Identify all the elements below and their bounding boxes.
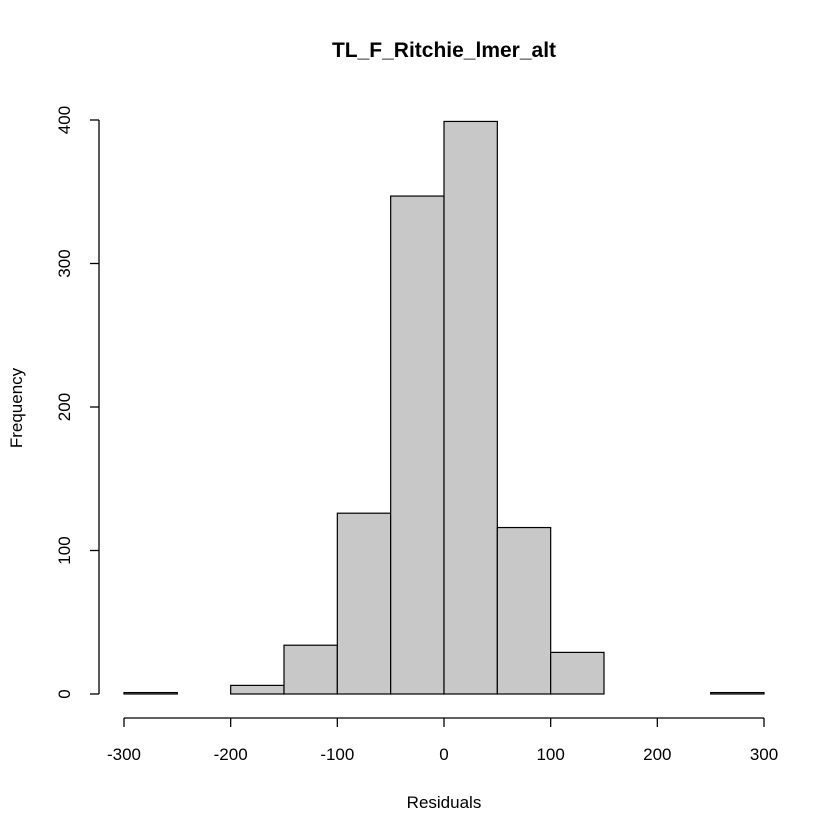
- histogram-bars: [123, 120, 765, 695]
- histogram-bar: [336, 512, 392, 695]
- x-tick-label: -100: [320, 745, 354, 764]
- y-tick-label: 0: [55, 689, 74, 698]
- x-tick-label: 0: [439, 745, 448, 764]
- y-tick-label: 100: [55, 536, 74, 564]
- histogram-bar: [710, 691, 765, 695]
- histogram-bar: [443, 120, 498, 695]
- histogram-bar: [230, 684, 285, 695]
- histogram-bar: [496, 526, 552, 695]
- x-tick-label: 300: [750, 745, 778, 764]
- histogram-bar: [550, 651, 605, 695]
- x-axis: -300 -200 -100 0 100 200 300: [107, 717, 778, 764]
- histogram-bar: [390, 195, 445, 695]
- x-axis-label: Residuals: [407, 793, 482, 812]
- y-axis: 0 100 200 300 400: [55, 106, 100, 699]
- chart-title: TL_F_Ritchie_lmer_alt: [332, 39, 556, 62]
- x-tick-label: 200: [643, 745, 671, 764]
- y-tick-label: 300: [55, 249, 74, 277]
- histogram-bar: [283, 644, 338, 695]
- y-axis-label: Frequency: [7, 367, 26, 448]
- y-tick-label: 400: [55, 106, 74, 134]
- x-tick-label: -200: [214, 745, 248, 764]
- x-tick-label: -300: [107, 745, 141, 764]
- y-tick-label: 200: [55, 393, 74, 421]
- histogram-bar: [123, 691, 178, 695]
- x-tick-label: 100: [536, 745, 564, 764]
